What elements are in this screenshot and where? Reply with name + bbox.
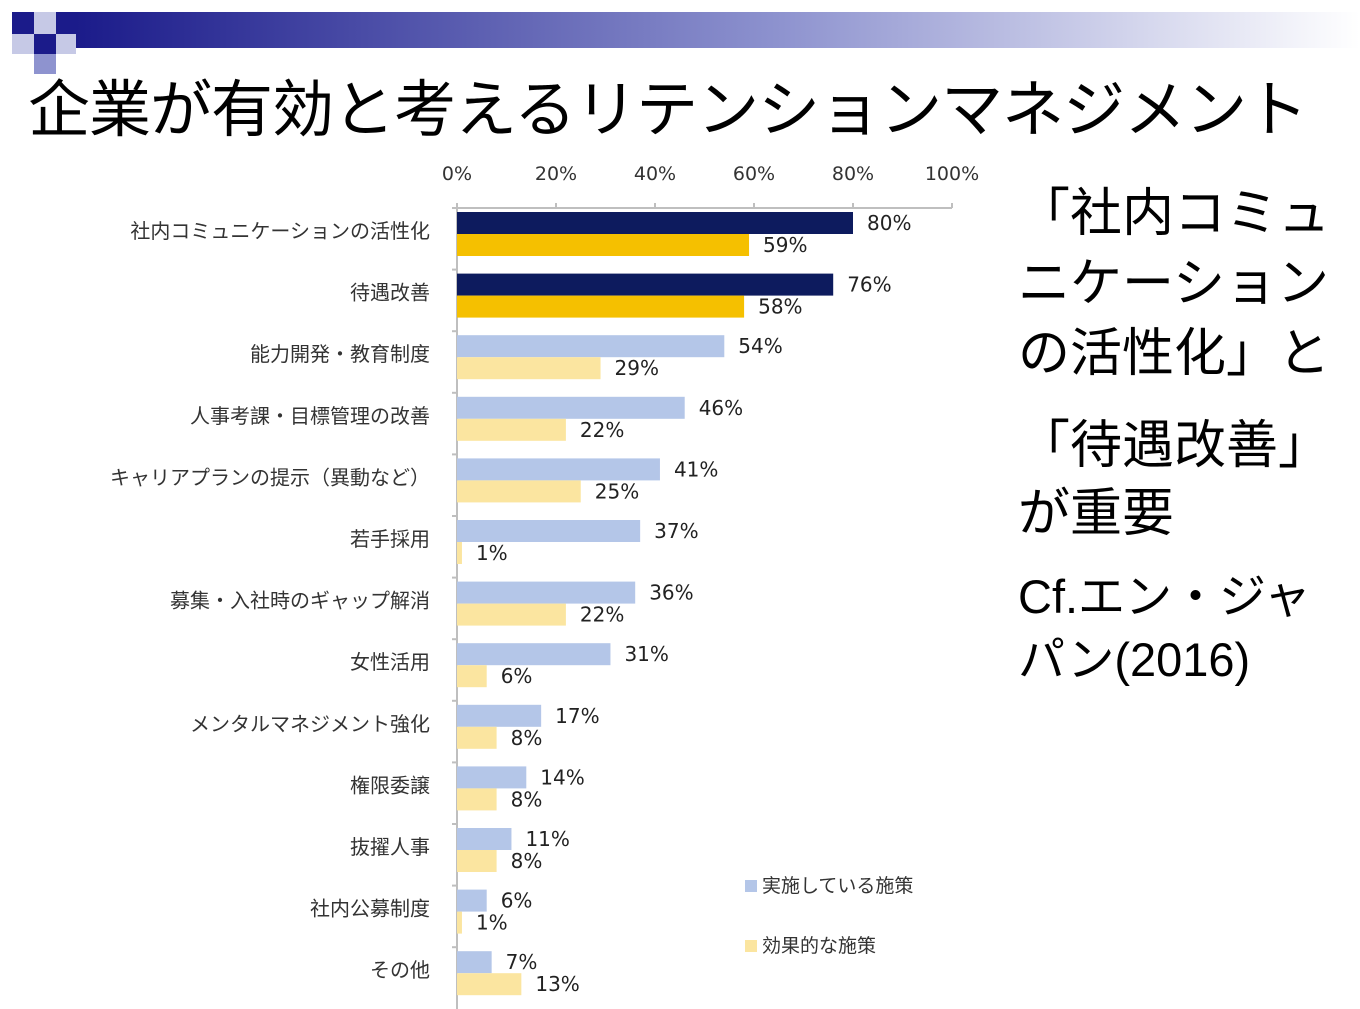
deco-square [34, 34, 56, 54]
bar-implemented [457, 643, 611, 666]
data-label-effective: 22% [580, 418, 624, 442]
bar-effective [457, 726, 497, 749]
bar-effective [457, 973, 522, 996]
bar-implemented [457, 828, 512, 850]
category-label: メンタルマネジメント強化 [190, 712, 430, 736]
data-label-implemented: 37% [654, 519, 698, 543]
bar-effective [457, 850, 497, 872]
data-label-implemented: 41% [674, 457, 718, 481]
bar-implemented [457, 458, 660, 481]
data-label-effective: 8% [511, 849, 543, 873]
category-label: 社内公募制度 [310, 897, 430, 921]
data-label-effective: 1% [476, 911, 508, 935]
data-label-effective: 58% [758, 295, 802, 319]
x-tick-label: 60% [733, 163, 775, 185]
bar-effective [457, 357, 601, 380]
category-label: その他 [370, 958, 430, 982]
data-label-implemented: 17% [555, 704, 599, 728]
data-label-effective: 13% [535, 972, 579, 996]
reference-line: Cf.エン・ジャ [1018, 570, 1311, 623]
category-label: 若手採用 [350, 527, 430, 551]
legend-label-implemented: 実施している施策 [762, 875, 913, 897]
category-label: 抜擢人事 [350, 835, 430, 859]
data-label-implemented: 54% [738, 334, 782, 358]
legend-label-effective: 効果的な施策 [762, 935, 876, 957]
data-label-effective: 6% [501, 664, 533, 688]
bar-effective [457, 911, 462, 934]
data-label-effective: 8% [511, 726, 543, 750]
bar-effective [457, 603, 566, 626]
data-label-effective: 8% [511, 787, 543, 811]
title-gradient-bar [76, 12, 1360, 48]
bar-effective [457, 788, 497, 811]
legend-swatch-implemented [745, 880, 757, 892]
bar-implemented [457, 520, 641, 542]
side-note-line: ニケーション [1018, 254, 1329, 314]
category-label: 権限委譲 [350, 773, 430, 797]
category-label: 人事考課・目標管理の改善 [190, 404, 430, 428]
bar-implemented [457, 335, 725, 358]
bar-effective [457, 480, 581, 503]
bar-effective [457, 234, 750, 256]
side-note-line: の活性化」と [1018, 324, 1331, 384]
bar-chart: 0% 20% 40% 60% 80% 100% 社内コミュニケーションの活性化 80% 59% 待… [110, 163, 979, 1009]
legend-swatch-effective [745, 940, 757, 952]
bar-implemented [457, 889, 487, 912]
bar-implemented [457, 581, 636, 604]
x-tick-label: 80% [832, 163, 874, 185]
bar-implemented [457, 704, 542, 727]
data-label-implemented: 7% [506, 950, 538, 974]
side-note-line: が重要 [1018, 484, 1175, 544]
data-label-implemented: 80% [867, 211, 911, 235]
x-tick-label: 0% [442, 163, 472, 185]
data-label-implemented: 6% [501, 889, 533, 913]
deco-square [12, 34, 34, 54]
bar-effective [457, 665, 487, 688]
reference-line: パン(2016) [1018, 633, 1251, 686]
bar-implemented [457, 951, 492, 974]
bar-implemented [457, 396, 685, 419]
side-note-line: 「社内コミュ [1018, 184, 1331, 244]
deco-square [12, 12, 34, 34]
deco-square [34, 12, 56, 34]
x-tick-label: 20% [535, 163, 577, 185]
bar-implemented [457, 212, 853, 234]
data-label-effective: 25% [595, 479, 639, 503]
category-label: 能力開発・教育制度 [250, 342, 430, 366]
bar-implemented [457, 273, 834, 296]
data-label-effective: 1% [476, 541, 508, 565]
bar-effective [457, 542, 462, 564]
category-label: 募集・入社時のギャップ解消 [170, 589, 430, 613]
data-label-effective: 59% [763, 233, 807, 257]
data-label-implemented: 46% [699, 396, 743, 420]
data-label-implemented: 76% [847, 273, 891, 297]
category-label: 女性活用 [350, 650, 430, 674]
data-label-implemented: 14% [540, 765, 584, 789]
bar-effective [457, 418, 566, 441]
category-label: キャリアプランの提示（異動など） [110, 465, 430, 489]
bar-effective [457, 295, 745, 318]
data-label-effective: 22% [580, 603, 624, 627]
slide-title: 企業が有効と考えるリテンションマネジメント [28, 73, 1308, 146]
deco-square [56, 12, 76, 34]
data-label-implemented: 36% [649, 581, 693, 605]
title-decoration [12, 12, 1360, 74]
side-note-line: 「待遇改善」 [1018, 416, 1331, 476]
deco-square [56, 34, 76, 54]
category-label: 待遇改善 [350, 281, 430, 305]
deco-square [34, 54, 56, 74]
data-label-effective: 29% [615, 356, 659, 380]
data-label-implemented: 31% [624, 642, 668, 666]
bar-implemented [457, 766, 527, 789]
category-label: 社内コミュニケーションの活性化 [130, 219, 430, 243]
x-tick-label: 40% [634, 163, 676, 185]
data-label-implemented: 11% [525, 827, 569, 851]
x-tick-label: 100% [925, 163, 979, 185]
